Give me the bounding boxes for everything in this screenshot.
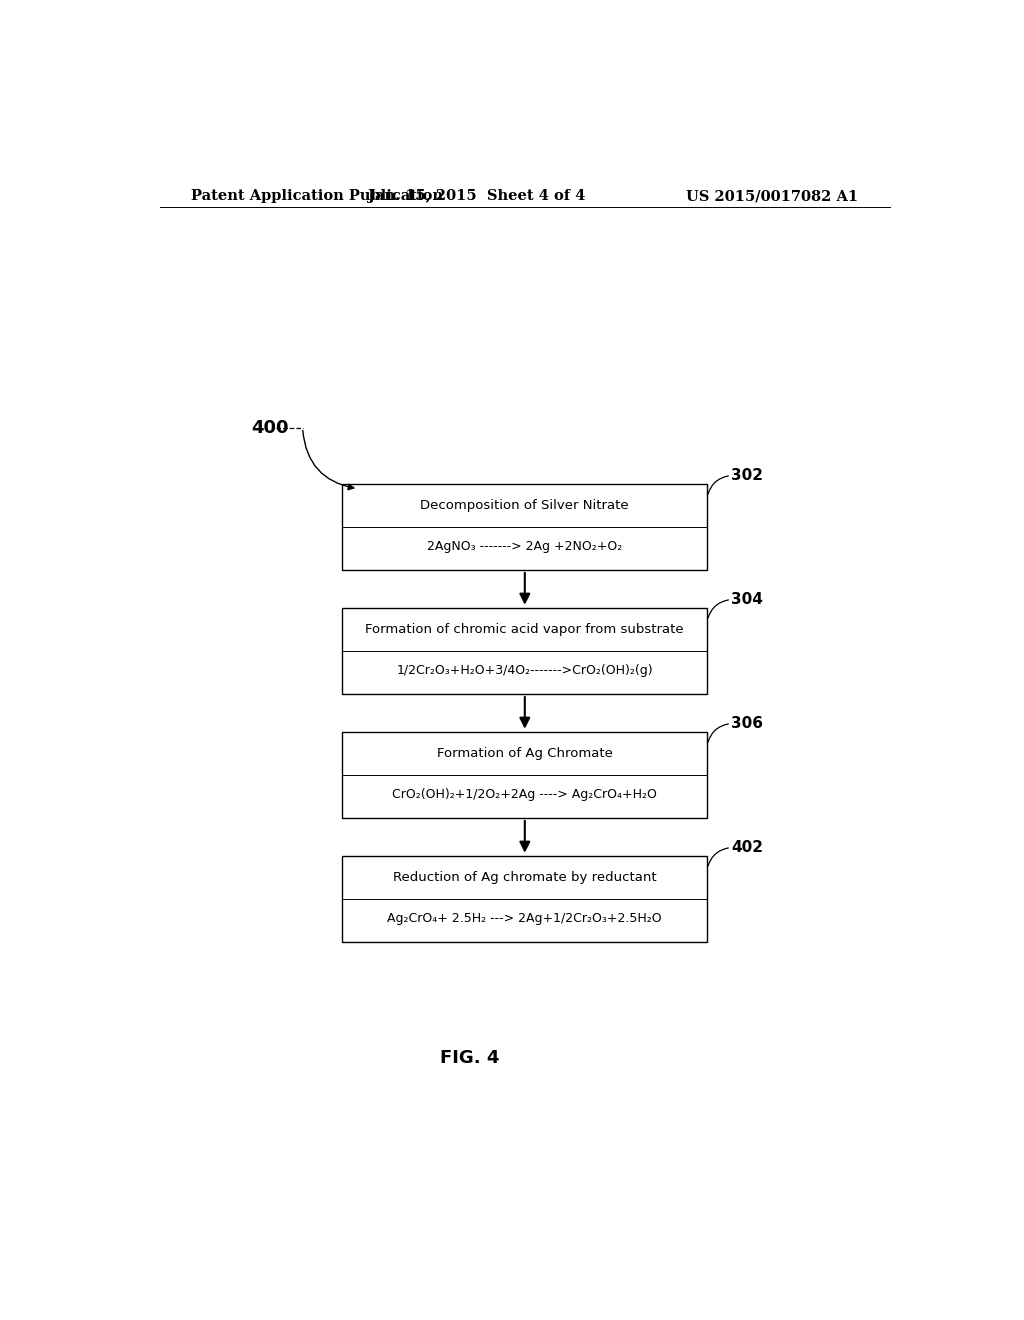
- FancyBboxPatch shape: [342, 483, 708, 570]
- Text: CrO₂(OH)₂+1/2O₂+2Ag ----> Ag₂CrO₄+H₂O: CrO₂(OH)₂+1/2O₂+2Ag ----> Ag₂CrO₄+H₂O: [392, 788, 657, 801]
- Text: Patent Application Publication: Patent Application Publication: [191, 189, 443, 203]
- Text: Decomposition of Silver Nitrate: Decomposition of Silver Nitrate: [421, 499, 629, 512]
- Text: 402: 402: [731, 840, 763, 855]
- Text: Reduction of Ag chromate by reductant: Reduction of Ag chromate by reductant: [393, 871, 656, 884]
- Text: US 2015/0017082 A1: US 2015/0017082 A1: [686, 189, 858, 203]
- Text: 400: 400: [251, 418, 289, 437]
- Text: 304: 304: [731, 591, 763, 607]
- Text: Ag₂CrO₄+ 2.5H₂ ---> 2Ag+1/2Cr₂O₃+2.5H₂O: Ag₂CrO₄+ 2.5H₂ ---> 2Ag+1/2Cr₂O₃+2.5H₂O: [387, 912, 663, 925]
- Text: 302: 302: [731, 469, 763, 483]
- Text: 306: 306: [731, 715, 763, 731]
- FancyBboxPatch shape: [342, 607, 708, 694]
- Text: Formation of chromic acid vapor from substrate: Formation of chromic acid vapor from sub…: [366, 623, 684, 636]
- Text: 2AgNO₃ -------> 2Ag +2NO₂+O₂: 2AgNO₃ -------> 2Ag +2NO₂+O₂: [427, 540, 623, 553]
- Text: 1/2Cr₂O₃+H₂O+3/4O₂------->CrO₂(OH)₂(g): 1/2Cr₂O₃+H₂O+3/4O₂------->CrO₂(OH)₂(g): [396, 664, 653, 677]
- Text: Jan. 15, 2015  Sheet 4 of 4: Jan. 15, 2015 Sheet 4 of 4: [369, 189, 586, 203]
- FancyBboxPatch shape: [342, 731, 708, 818]
- Text: Formation of Ag Chromate: Formation of Ag Chromate: [437, 747, 612, 760]
- Text: FIG. 4: FIG. 4: [439, 1049, 499, 1067]
- FancyBboxPatch shape: [342, 855, 708, 942]
